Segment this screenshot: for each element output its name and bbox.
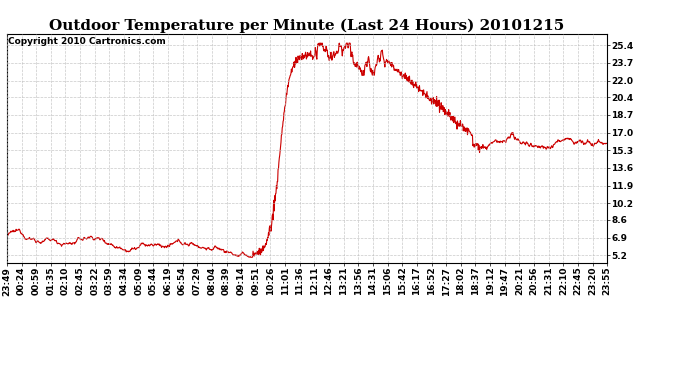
Text: Copyright 2010 Cartronics.com: Copyright 2010 Cartronics.com bbox=[8, 37, 166, 46]
Title: Outdoor Temperature per Minute (Last 24 Hours) 20101215: Outdoor Temperature per Minute (Last 24 … bbox=[50, 18, 564, 33]
